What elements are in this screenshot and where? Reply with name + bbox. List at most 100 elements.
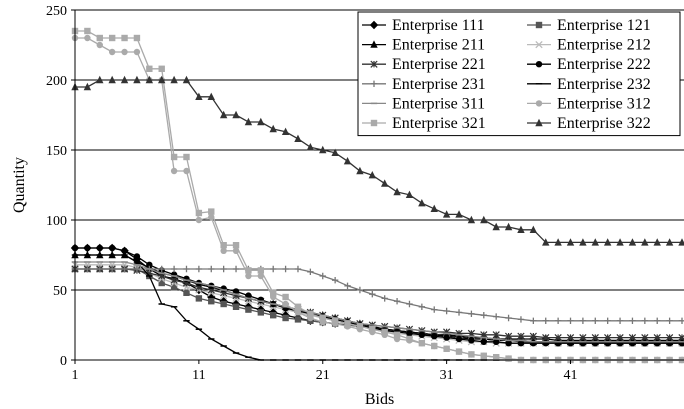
data-point: [96, 34, 103, 42]
data-point: [84, 265, 91, 273]
data-point: [492, 331, 500, 339]
data-point: [431, 333, 438, 340]
data-point: [492, 222, 500, 231]
data-point: [529, 332, 537, 340]
data-point: [257, 309, 265, 316]
data-point: [405, 190, 414, 198]
data-point: [616, 238, 624, 246]
data-point: [133, 265, 141, 273]
data-point: [282, 314, 289, 322]
data-point: [592, 340, 599, 347]
data-point: [307, 268, 314, 275]
data-point: [579, 238, 587, 246]
data-point: [158, 75, 166, 84]
data-point: [84, 34, 91, 42]
legend-marker: [535, 21, 543, 29]
data-point: [282, 293, 289, 301]
data-point: [554, 333, 562, 342]
data-point: [381, 295, 388, 302]
legend-marker: [535, 40, 543, 49]
data-point: [505, 340, 512, 347]
legend-label: Enterprise 221: [392, 56, 486, 73]
data-point: [269, 124, 277, 133]
data-point: [406, 330, 413, 337]
y-tick-label-150: 150: [46, 144, 67, 159]
data-point: [183, 167, 190, 175]
data-point: [207, 92, 215, 100]
data-point: [120, 75, 129, 84]
data-point: [567, 317, 574, 324]
data-point: [219, 110, 228, 119]
data-point: [418, 340, 426, 347]
legend-item: Enterprise 311: [362, 95, 485, 112]
data-point: [356, 166, 364, 175]
data-point: [653, 238, 661, 246]
data-point: [121, 247, 128, 254]
legend-label: Enterprise 311: [392, 95, 485, 112]
data-point: [455, 210, 463, 218]
data-point: [257, 117, 265, 126]
legend-item: Enterprise 222: [527, 56, 651, 73]
data-point: [307, 310, 314, 317]
data-point: [579, 333, 587, 342]
data-point: [170, 75, 178, 84]
legend-item: Enterprise 212: [527, 37, 651, 54]
data-point: [83, 82, 92, 91]
legend-item: Enterprise 312: [527, 95, 651, 112]
data-point: [282, 300, 289, 308]
data-point: [133, 48, 141, 56]
data-point: [208, 208, 215, 215]
data-point: [220, 300, 227, 308]
series-line-6: [75, 247, 682, 344]
legend-item: Enterprise 221: [362, 56, 486, 73]
series-line-1: [75, 247, 682, 342]
data-point: [208, 298, 215, 305]
data-point: [319, 272, 326, 280]
data-point: [331, 317, 339, 324]
data-point: [480, 338, 487, 345]
data-point: [96, 75, 104, 84]
data-point: [418, 303, 426, 310]
data-point: [665, 333, 674, 342]
x-tick-label-21: 21: [316, 368, 330, 383]
data-point: [443, 334, 450, 341]
data-point: [468, 310, 475, 317]
data-point: [666, 340, 673, 347]
x-tick-label-41: 41: [564, 368, 578, 383]
data-point: [84, 244, 91, 252]
data-point: [455, 309, 463, 316]
data-point: [356, 323, 364, 330]
data-point: [678, 333, 684, 342]
data-point: [653, 333, 661, 342]
data-point: [319, 314, 326, 322]
data-point: [220, 247, 227, 254]
data-point: [566, 333, 575, 342]
data-point: [542, 340, 549, 347]
data-point: [393, 187, 401, 196]
data-point: [641, 333, 649, 342]
data-point: [245, 272, 252, 280]
y-tick-label-250: 250: [46, 4, 67, 19]
series-lines: [70, 27, 684, 364]
data-point: [431, 342, 438, 350]
data-point: [108, 265, 116, 273]
data-point: [542, 333, 550, 342]
data-point: [195, 92, 203, 100]
data-point: [629, 317, 636, 324]
data-point: [517, 316, 525, 323]
data-point: [108, 244, 116, 252]
data-point: [145, 75, 154, 84]
legend-label: Enterprise 231: [392, 76, 486, 93]
y-tick-label-50: 50: [53, 284, 67, 299]
data-point: [319, 145, 327, 154]
x-tick-label-31: 31: [440, 368, 454, 383]
data-point: [158, 65, 165, 72]
data-point: [294, 134, 302, 142]
data-point: [356, 286, 364, 294]
data-point: [492, 338, 500, 345]
legend-label: Enterprise 321: [392, 115, 486, 132]
data-point: [294, 309, 302, 316]
data-point: [628, 333, 637, 342]
data-point: [418, 331, 426, 338]
